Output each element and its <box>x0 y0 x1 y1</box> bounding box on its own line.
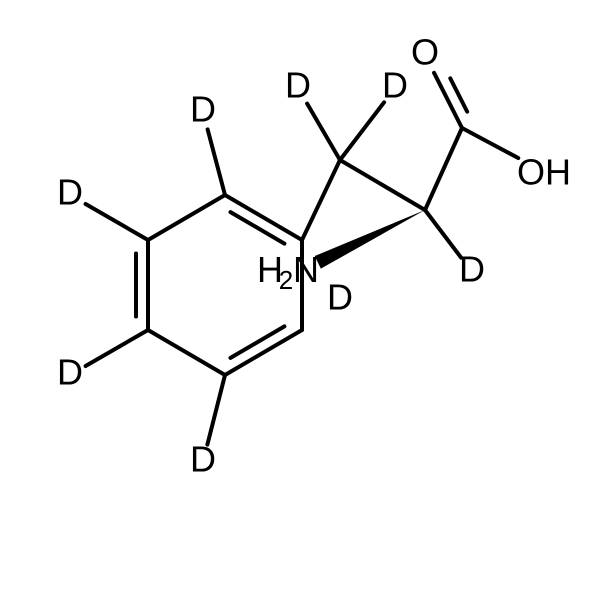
atom-label-nh2: H2N <box>257 249 319 295</box>
atom-label-o: O <box>411 32 439 73</box>
atom-label-d: D <box>57 352 83 393</box>
molecule-diagram: OOHDDDDDDDDH2N <box>0 0 600 600</box>
atom-label-d: D <box>382 65 408 106</box>
atom-label-d: D <box>190 89 216 130</box>
atom-label-d: D <box>285 65 311 106</box>
atom-label-d: D <box>57 172 83 213</box>
atom-label-oh: OH <box>517 152 571 193</box>
atom-label-d: D <box>190 439 216 480</box>
atom-label-d: D <box>459 249 485 290</box>
atom-label-d: D <box>327 277 353 318</box>
